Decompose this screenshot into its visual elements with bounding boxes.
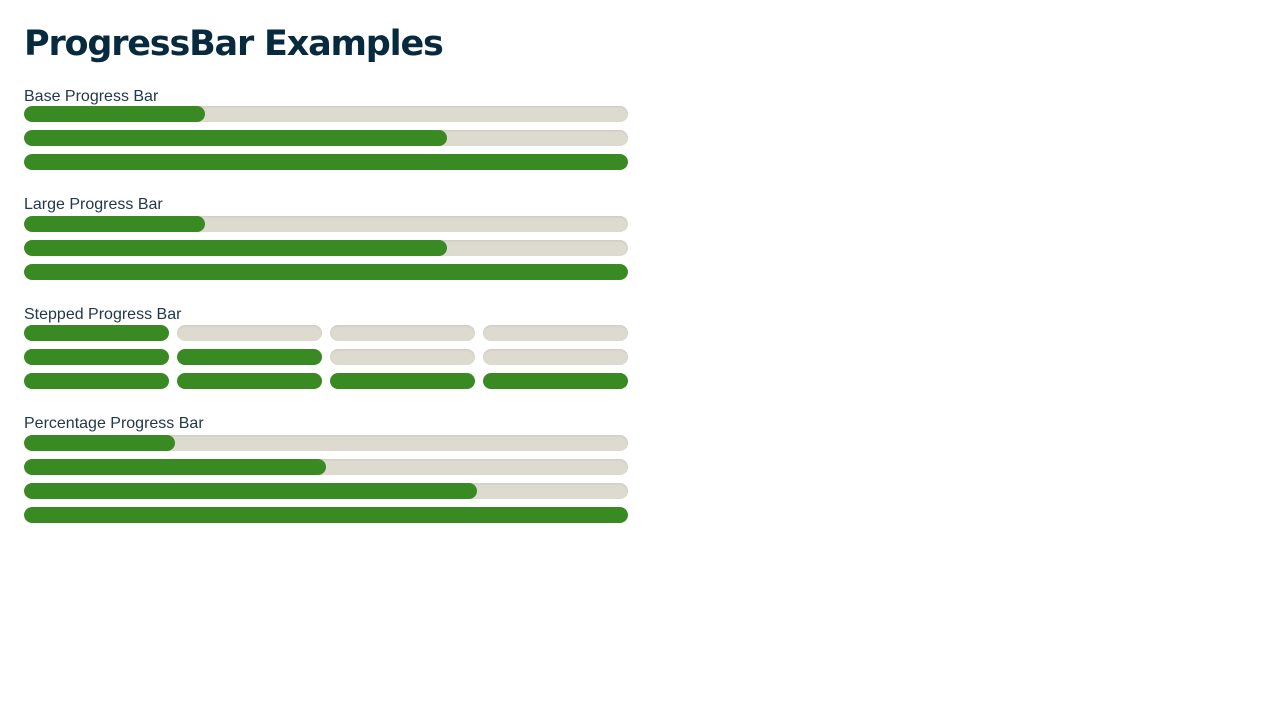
page-title: ProgressBar Examples — [24, 24, 444, 64]
section-stepped: Stepped Progress Bar — [24, 306, 628, 389]
step-incomplete — [330, 325, 475, 341]
progress-fill — [24, 106, 206, 122]
step-incomplete — [483, 349, 628, 365]
section-label-percentage: Percentage Progress Bar — [24, 415, 204, 432]
progress-fill — [24, 507, 628, 523]
page-container: ProgressBar Examples Base Progress Bar L… — [24, 22, 628, 523]
stepped-bar-2 — [24, 349, 628, 365]
section-label-large: Large Progress Bar — [24, 196, 163, 213]
step-complete — [177, 349, 322, 365]
progress-fill — [24, 264, 628, 280]
progress-fill — [24, 435, 175, 451]
progress-bar-percentage-4 — [24, 507, 628, 523]
progress-bar-large-3 — [24, 264, 628, 280]
progress-bar-base-2 — [24, 130, 628, 146]
progress-bar-base-1 — [24, 106, 628, 122]
progress-fill — [24, 240, 447, 256]
progress-fill — [24, 130, 447, 146]
progress-bar-large-2 — [24, 240, 628, 256]
progress-fill — [24, 483, 477, 499]
section-base: Base Progress Bar — [24, 88, 628, 170]
section-label-stepped: Stepped Progress Bar — [24, 306, 182, 323]
section-label-base: Base Progress Bar — [24, 88, 159, 105]
progress-fill — [24, 459, 326, 475]
bar-list-large — [24, 216, 628, 280]
step-incomplete — [483, 325, 628, 341]
stepped-bar-3 — [24, 373, 628, 389]
section-large: Large Progress Bar — [24, 196, 628, 280]
step-complete — [24, 325, 169, 341]
step-complete — [483, 373, 628, 389]
step-complete — [24, 373, 169, 389]
progress-bar-percentage-1 — [24, 435, 628, 451]
progress-bar-base-3 — [24, 154, 628, 170]
step-complete — [177, 373, 322, 389]
progress-bar-percentage-3 — [24, 483, 628, 499]
bar-list-percentage — [24, 435, 628, 523]
progress-bar-large-1 — [24, 216, 628, 232]
progress-bar-percentage-2 — [24, 459, 628, 475]
bar-list-base — [24, 106, 628, 170]
step-incomplete — [330, 349, 475, 365]
progress-fill — [24, 154, 628, 170]
step-incomplete — [177, 325, 322, 341]
section-percentage: Percentage Progress Bar — [24, 415, 628, 523]
step-complete — [330, 373, 475, 389]
step-complete — [24, 349, 169, 365]
progress-fill — [24, 216, 206, 232]
stepped-bar-1 — [24, 325, 628, 341]
bar-list-stepped — [24, 325, 628, 389]
